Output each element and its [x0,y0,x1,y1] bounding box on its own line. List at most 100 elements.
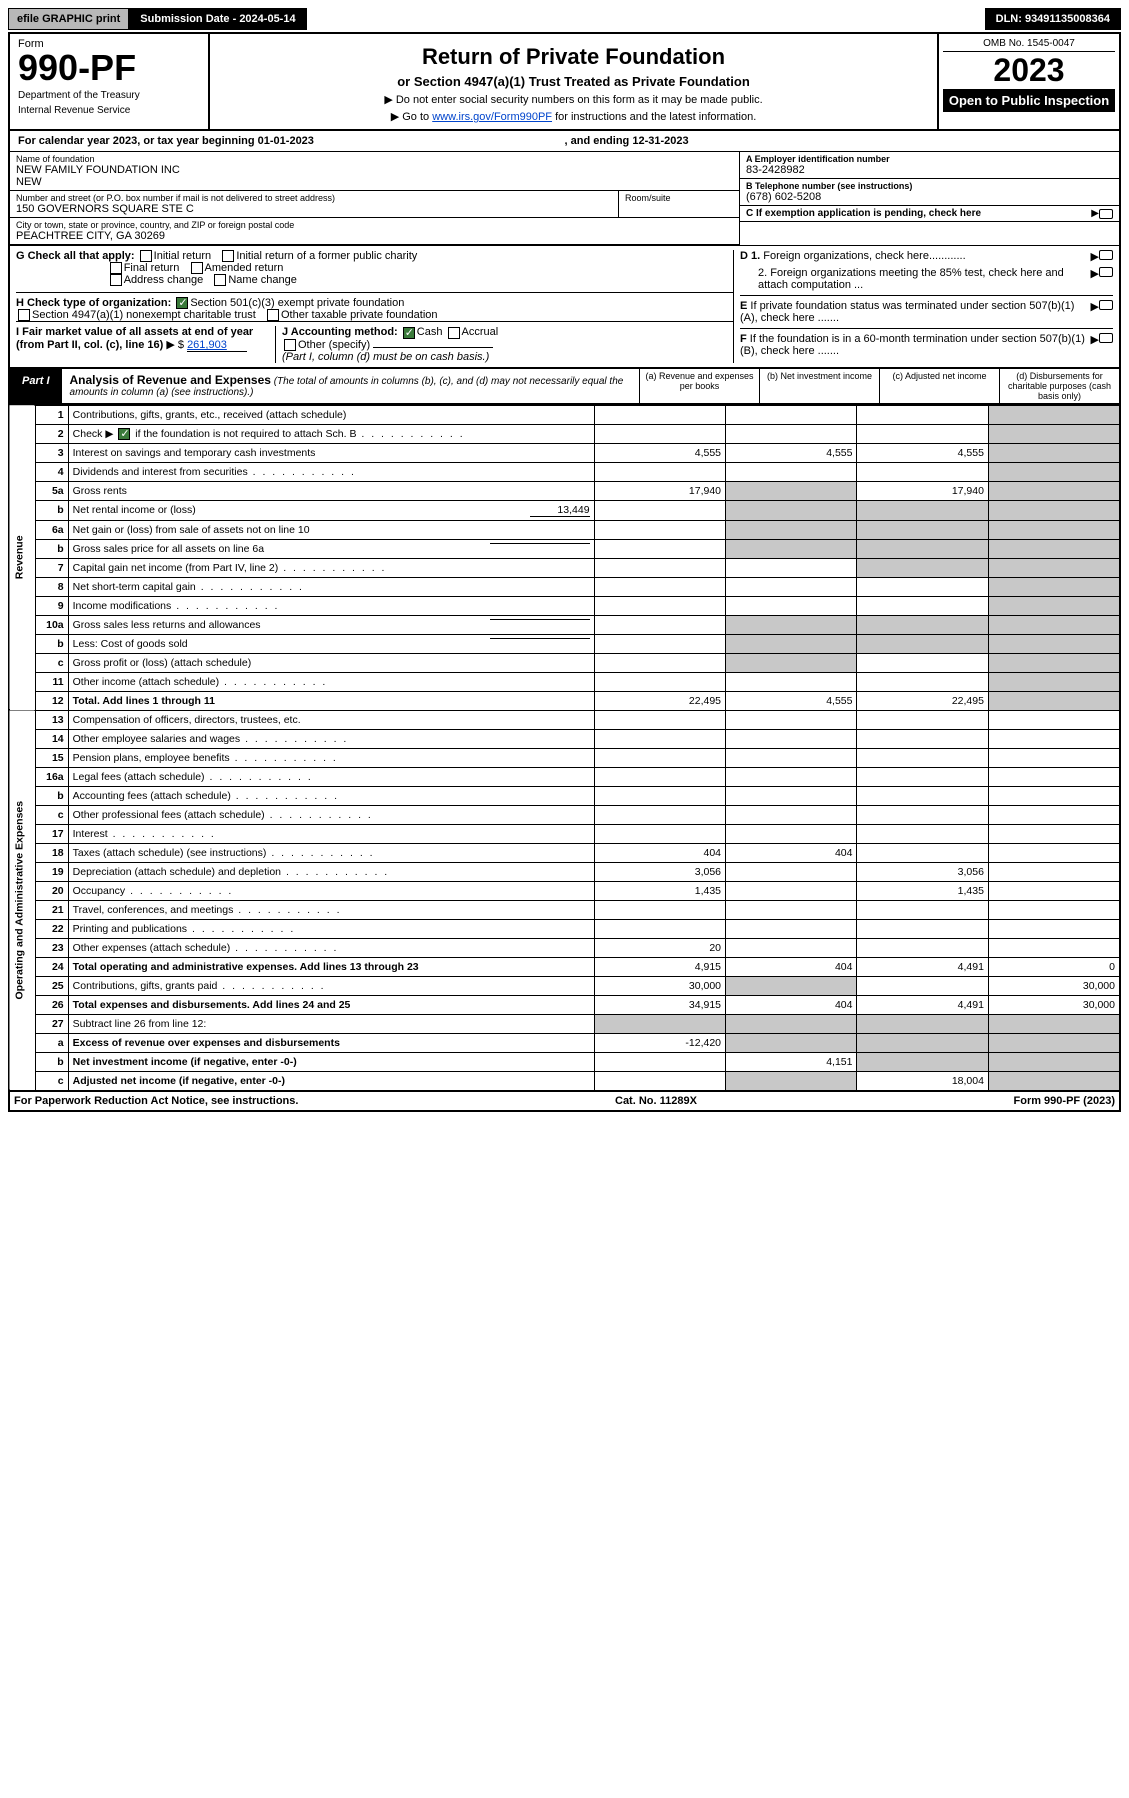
other-method-checkbox[interactable] [284,339,296,351]
table-row: 14Other employee salaries and wages [9,729,1120,748]
exemption-pending-label: C If exemption application is pending, c… [746,208,1091,219]
amount-cell [988,405,1120,424]
g-label: G Check all that apply: [16,250,135,262]
amount-cell: 30,000 [988,995,1120,1014]
schb-checkbox[interactable] [118,428,130,440]
line-number: 25 [35,976,68,995]
name-change-checkbox[interactable] [214,274,226,286]
table-row: bLess: Cost of goods sold [9,634,1120,653]
calendar-year-line: For calendar year 2023, or tax year begi… [8,131,1121,152]
amended-return-checkbox[interactable] [191,262,203,274]
amount-cell: 404 [726,957,857,976]
amount-cell [594,558,725,577]
amount-cell [857,500,988,520]
line-description: Taxes (attach schedule) (see instruction… [68,843,594,862]
irs-label: Internal Revenue Service [18,105,200,116]
table-row: 8Net short-term capital gain [9,577,1120,596]
amount-cell [988,767,1120,786]
amount-cell: 3,056 [857,862,988,881]
amount-cell [594,710,725,729]
line-number: 18 [35,843,68,862]
4947-checkbox[interactable] [18,309,30,321]
other-taxable-checkbox[interactable] [267,309,279,321]
line-number: a [35,1033,68,1052]
phone-value: (678) 602-5208 [746,191,1113,203]
city-state-zip: PEACHTREE CITY, GA 30269 [16,230,733,242]
amount-cell [726,520,857,539]
table-row: 24Total operating and administrative exp… [9,957,1120,976]
amount-cell [726,1071,857,1091]
accrual-checkbox[interactable] [448,327,460,339]
amount-cell [857,462,988,481]
amount-cell [988,786,1120,805]
irs-link[interactable]: www.irs.gov/Form990PF [432,111,552,123]
amount-cell [988,1033,1120,1052]
amount-cell [988,729,1120,748]
amount-cell [988,881,1120,900]
amount-cell [857,520,988,539]
table-row: cOther professional fees (attach schedul… [9,805,1120,824]
line-number: 11 [35,672,68,691]
line-description: Interest on savings and temporary cash i… [68,443,594,462]
revenue-side-label: Revenue [9,405,35,710]
amount-cell [726,405,857,424]
line-number: 15 [35,748,68,767]
amount-cell [594,424,725,443]
amount-cell [988,1052,1120,1071]
submission-date-label: Submission Date - 2024-05-14 [129,8,306,30]
amount-cell: 17,940 [857,481,988,500]
addr-change-checkbox[interactable] [110,274,122,286]
amount-cell [857,710,988,729]
instr-goto: ▶ Go to www.irs.gov/Form990PF for instru… [216,110,931,123]
line-description: Other income (attach schedule) [68,672,594,691]
amount-cell [988,615,1120,634]
col-d-header: (d) Disbursements for charitable purpose… [999,369,1119,403]
table-row: 2Check ▶ if the foundation is not requir… [9,424,1120,443]
initial-former-label: Initial return of a former public charit… [236,250,417,262]
amount-cell [594,767,725,786]
cal-end: , and ending 12-31-2023 [565,135,1112,147]
line-number: 26 [35,995,68,1014]
amount-cell [726,767,857,786]
check-block: G Check all that apply: Initial return I… [8,245,1121,369]
fmv-link[interactable]: 261,903 [187,339,247,352]
exemption-pending-checkbox[interactable] [1099,209,1113,219]
d1-checkbox[interactable] [1099,250,1113,260]
line-description: Total. Add lines 1 through 11 [68,691,594,710]
table-row: bNet investment income (if negative, ent… [9,1052,1120,1071]
amount-cell [988,862,1120,881]
line-number: 6a [35,520,68,539]
table-row: 7Capital gain net income (from Part IV, … [9,558,1120,577]
col-a-header: (a) Revenue and expenses per books [639,369,759,403]
amount-cell [988,539,1120,558]
table-row: bNet rental income or (loss) 13,449 [9,500,1120,520]
amount-cell [594,900,725,919]
amount-cell [594,1052,725,1071]
table-row: 18Taxes (attach schedule) (see instructi… [9,843,1120,862]
f-checkbox[interactable] [1099,333,1113,343]
table-row: bAccounting fees (attach schedule) [9,786,1120,805]
part1-header: Part I Analysis of Revenue and Expenses … [8,369,1121,405]
amount-cell: 4,151 [726,1052,857,1071]
line-number: 4 [35,462,68,481]
table-row: 16aLegal fees (attach schedule) [9,767,1120,786]
final-return-checkbox[interactable] [110,262,122,274]
amount-cell [988,843,1120,862]
name-change-label: Name change [228,274,297,286]
initial-return-checkbox[interactable] [140,250,152,262]
instr-ssn: ▶ Do not enter social security numbers o… [216,93,931,106]
amount-cell [594,672,725,691]
initial-former-checkbox[interactable] [222,250,234,262]
amount-cell [726,729,857,748]
e-label: E If private foundation status was termi… [740,300,1091,324]
d2-checkbox[interactable] [1099,267,1113,277]
amount-cell: 22,495 [594,691,725,710]
line-number: 20 [35,881,68,900]
part1-table: Revenue1Contributions, gifts, grants, et… [8,405,1121,1092]
e-checkbox[interactable] [1099,300,1113,310]
501c3-label: Section 501(c)(3) exempt private foundat… [190,297,404,309]
open-to-public: Open to Public Inspection [943,89,1115,112]
cash-checkbox[interactable] [403,327,415,339]
501c3-checkbox[interactable] [176,297,188,309]
efile-print-button[interactable]: efile GRAPHIC print [8,8,129,30]
